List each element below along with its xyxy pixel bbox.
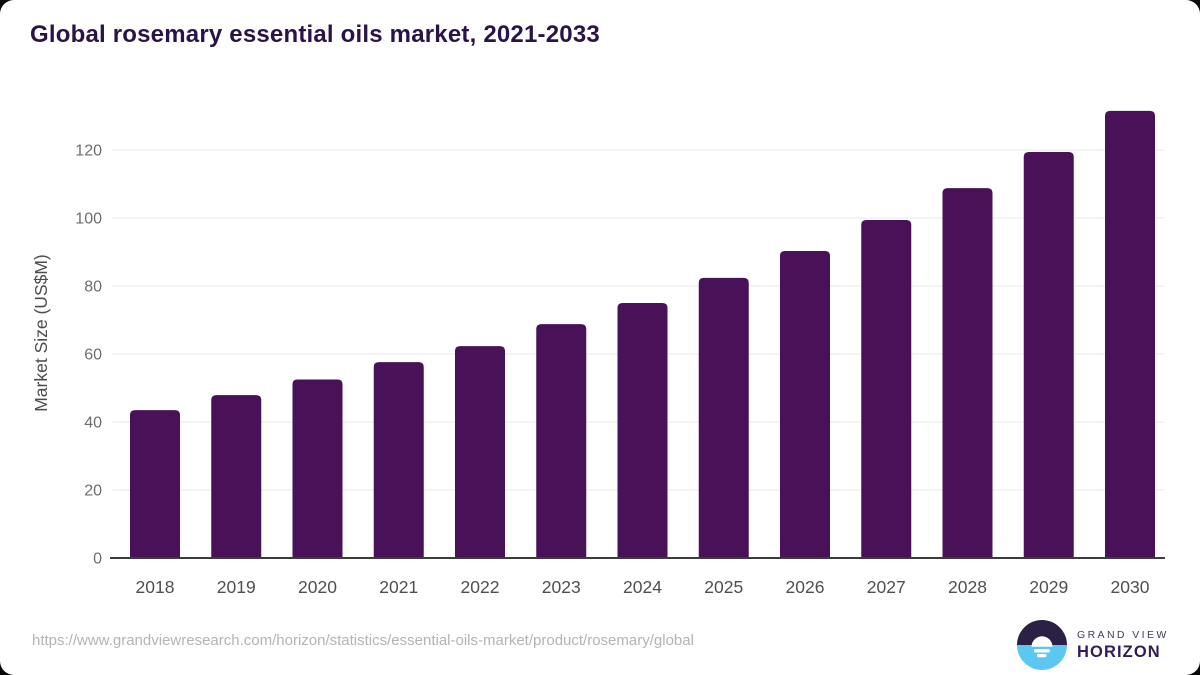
bar-2028 — [942, 188, 993, 558]
horizon-sun-icon — [1017, 620, 1067, 670]
bar-2027 — [861, 220, 912, 559]
x-tick-label-2021: 2021 — [379, 577, 418, 597]
y-tick-label-40: 40 — [84, 415, 102, 432]
y-tick-label-100: 100 — [75, 211, 102, 228]
x-tick-label-2018: 2018 — [136, 577, 175, 597]
bar-2021 — [373, 362, 424, 558]
bar-2020 — [292, 379, 343, 558]
bar-2030 — [1105, 110, 1155, 559]
logo-product-name: HORIZON — [1077, 642, 1161, 661]
x-tick-label-2029: 2029 — [1029, 577, 1068, 597]
grand-view-horizon-logo: GRAND VIEW HORIZON — [1017, 620, 1169, 670]
x-tick-label-2026: 2026 — [786, 577, 825, 597]
logo-reflection-line-1 — [1034, 649, 1050, 653]
bar-2022 — [455, 346, 505, 558]
x-tick-label-2025: 2025 — [704, 577, 743, 597]
chart-title: Global rosemary essential oils market, 2… — [30, 21, 600, 48]
y-axis-title: Market Size (US$M) — [31, 254, 51, 412]
y-tick-label-60: 60 — [84, 347, 102, 364]
y-tick-label-20: 20 — [84, 483, 102, 500]
bar-2026 — [780, 250, 830, 559]
x-tick-label-2027: 2027 — [867, 577, 906, 597]
x-tick-label-2020: 2020 — [298, 577, 337, 597]
y-tick-label-120: 120 — [75, 143, 102, 160]
logo-sea-half — [1017, 645, 1067, 670]
bar-2029 — [1023, 152, 1074, 559]
x-tick-label-2028: 2028 — [948, 577, 987, 597]
logo-reflection-line-2 — [1037, 654, 1047, 658]
logo-text: GRAND VIEW HORIZON — [1077, 629, 1169, 662]
x-tick-label-2019: 2019 — [217, 577, 256, 597]
source-url: https://www.grandviewresearch.com/horizo… — [32, 632, 694, 649]
x-tick-label-2024: 2024 — [623, 577, 662, 597]
x-tick-label-2023: 2023 — [542, 577, 581, 597]
y-tick-label-0: 0 — [93, 551, 102, 568]
bar-2019 — [211, 395, 262, 558]
logo-sky-half — [1017, 620, 1067, 645]
logo-brand-name: GRAND VIEW — [1077, 628, 1169, 641]
bar-2024 — [617, 303, 668, 558]
y-tick-label-80: 80 — [84, 279, 102, 296]
bar-2023 — [536, 324, 587, 558]
x-tick-label-2022: 2022 — [461, 577, 500, 597]
bar-2025 — [698, 277, 749, 558]
x-tick-label-2030: 2030 — [1111, 577, 1150, 597]
logo-sun-dome — [1031, 636, 1053, 647]
bar-2018 — [130, 410, 180, 558]
